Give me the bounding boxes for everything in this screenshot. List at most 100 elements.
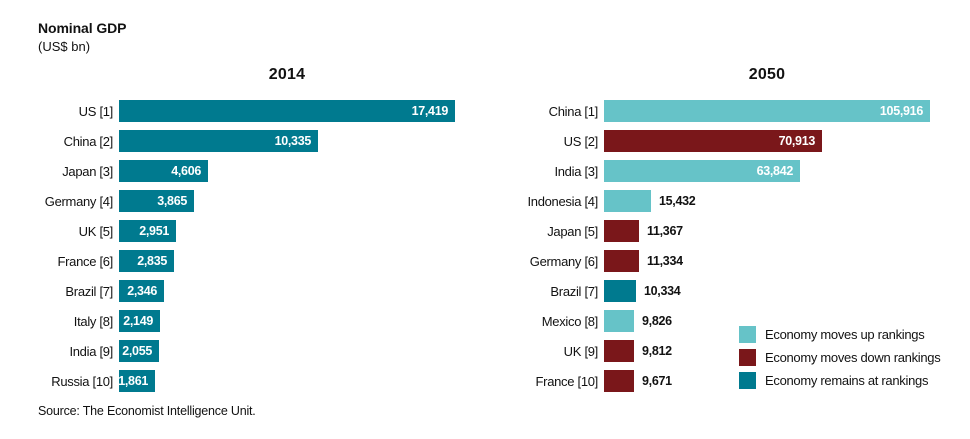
bar-value: 17,419 bbox=[411, 104, 449, 118]
bar-row: UK [5] 2,951 bbox=[38, 216, 488, 246]
bar bbox=[119, 190, 194, 212]
chart-2014-rows: US [1] 17,419 China [2] 10,335 Japan [3] 4,60… bbox=[38, 96, 488, 396]
bar-row: China [2] 10,335 bbox=[38, 126, 488, 156]
bar-track: 1,861 bbox=[118, 370, 488, 392]
bar-value: 3,865 bbox=[157, 194, 187, 208]
legend-label-same: Economy remains at rankings bbox=[765, 373, 929, 388]
bar bbox=[604, 130, 822, 152]
bar-track: 2,149 bbox=[119, 310, 488, 332]
bar bbox=[119, 100, 455, 122]
bar-row-label: US [1] bbox=[78, 103, 114, 119]
bar-value: 105,916 bbox=[879, 104, 923, 118]
bar bbox=[119, 280, 164, 302]
bar-track: 2,055 bbox=[119, 340, 488, 362]
bar-row-label: France [10] bbox=[535, 373, 599, 389]
legend-swatch-up-icon bbox=[739, 326, 756, 343]
bar-track: 70,913 bbox=[604, 130, 955, 152]
bar-row: Russia [10] 1,861 bbox=[38, 366, 488, 396]
legend: Economy moves up rankings Economy moves … bbox=[739, 326, 941, 395]
bar-track: 2,346 bbox=[119, 280, 488, 302]
bar-value: 2,149 bbox=[123, 314, 153, 328]
bar-row: India [9] 2,055 bbox=[38, 336, 488, 366]
bar-row-label: France [6] bbox=[57, 253, 113, 269]
chart-2050-title: 2050 bbox=[748, 66, 786, 83]
bar bbox=[604, 310, 634, 332]
bar-row-label: UK [5] bbox=[78, 223, 114, 239]
legend-item-up: Economy moves up rankings bbox=[739, 326, 940, 343]
bar bbox=[604, 250, 639, 272]
bar-row: Japan [3] 4,606 bbox=[38, 156, 488, 186]
bar-value: 70,913 bbox=[778, 134, 816, 148]
bar bbox=[604, 280, 636, 302]
bar-track: 9,671 bbox=[604, 370, 955, 392]
page-subtitle: (US$ bn) bbox=[38, 39, 91, 54]
bar-row-label: Japan [3] bbox=[62, 163, 113, 179]
bar-value: 4,606 bbox=[171, 164, 201, 178]
bar-row-label: India [3] bbox=[554, 163, 598, 179]
bar-value: 11,367 bbox=[647, 224, 683, 238]
chart-2050-rows: China [1] 105,916 US [2] 70,913 India [3] 63,… bbox=[500, 96, 955, 396]
bar-row: Germany [4] 3,865 bbox=[38, 186, 488, 216]
bar-track: 9,826 bbox=[604, 310, 955, 332]
legend-swatch-down-icon bbox=[739, 349, 756, 366]
bar bbox=[119, 130, 318, 152]
bar bbox=[119, 340, 159, 362]
bar-track: 105,916 bbox=[604, 100, 955, 122]
bar bbox=[604, 190, 651, 212]
chart-2050: 2050 China [1] 105,916 US [2] 70,913 India [… bbox=[500, 66, 955, 396]
page-title: Nominal GDP bbox=[38, 20, 127, 36]
bar-row-label: India [9] bbox=[69, 343, 113, 359]
bar-track: 17,419 bbox=[119, 100, 488, 122]
bar-value: 2,055 bbox=[122, 344, 152, 358]
bar-row: Italy [8] 2,149 bbox=[38, 306, 488, 336]
bar-row: Germany [6] 11,334 bbox=[500, 246, 955, 276]
bar bbox=[604, 100, 930, 122]
bar-row: India [3] 63,842 bbox=[500, 156, 955, 186]
bar-row: UK [9] 9,812 bbox=[500, 336, 955, 366]
bar-row-label: UK [9] bbox=[563, 343, 599, 359]
bar-row-label: Germany [6] bbox=[529, 253, 599, 269]
bar-row: China [1] 105,916 bbox=[500, 96, 955, 126]
bar-row: Indonesia [4] 15,432 bbox=[500, 186, 955, 216]
bar-row-label: China [1] bbox=[548, 103, 599, 119]
bar-row-label: Brazil [7] bbox=[550, 283, 598, 299]
bar-row: Brazil [7] 10,334 bbox=[500, 276, 955, 306]
bar-value: 2,346 bbox=[127, 284, 157, 298]
bar-value: 15,432 bbox=[659, 194, 696, 208]
bar-track: 11,334 bbox=[604, 250, 955, 272]
bar-value: 11,334 bbox=[647, 254, 683, 268]
bar-value: 1,861 bbox=[118, 374, 148, 388]
legend-item-same: Economy remains at rankings bbox=[739, 372, 940, 389]
bar-track: 15,432 bbox=[604, 190, 955, 212]
chart-2014: 2014 US [1] 17,419 China [2] 10,335 Japan [3… bbox=[38, 66, 488, 396]
bar-row-label: US [2] bbox=[563, 133, 599, 149]
bar-row-label: China [2] bbox=[63, 133, 114, 149]
bar-row-label: Russia [10] bbox=[51, 373, 113, 389]
bar-row-label: Brazil [7] bbox=[65, 283, 113, 299]
bar bbox=[119, 370, 155, 392]
bar bbox=[604, 160, 800, 182]
bar bbox=[119, 310, 160, 332]
chart-header: Nominal GDP (US$ bn) bbox=[38, 20, 126, 54]
bar bbox=[119, 250, 174, 272]
legend-item-down: Economy moves down rankings bbox=[739, 349, 941, 366]
bar bbox=[604, 220, 639, 242]
bar-row-label: Mexico [8] bbox=[541, 313, 599, 329]
bar-track: 10,335 bbox=[119, 130, 488, 152]
bar-value: 9,671 bbox=[642, 374, 672, 388]
bar-row-label: Germany [4] bbox=[44, 193, 114, 209]
bar-row: US [1] 17,419 bbox=[38, 96, 488, 126]
bar-row: Mexico [8] 9,826 bbox=[500, 306, 955, 336]
bar-value: 10,334 bbox=[644, 284, 681, 298]
bar-row: Japan [5] 11,367 bbox=[500, 216, 955, 246]
bar-value: 10,335 bbox=[274, 134, 312, 148]
legend-swatch-same-icon bbox=[739, 372, 756, 389]
bar-row: France [10] 9,671 bbox=[500, 366, 955, 396]
bar bbox=[604, 370, 634, 392]
bar-track: 11,367 bbox=[604, 220, 955, 242]
bar-track: 10,334 bbox=[604, 280, 955, 302]
bar-track: 4,606 bbox=[119, 160, 488, 182]
bar bbox=[119, 220, 176, 242]
bar-track: 2,835 bbox=[119, 250, 488, 272]
